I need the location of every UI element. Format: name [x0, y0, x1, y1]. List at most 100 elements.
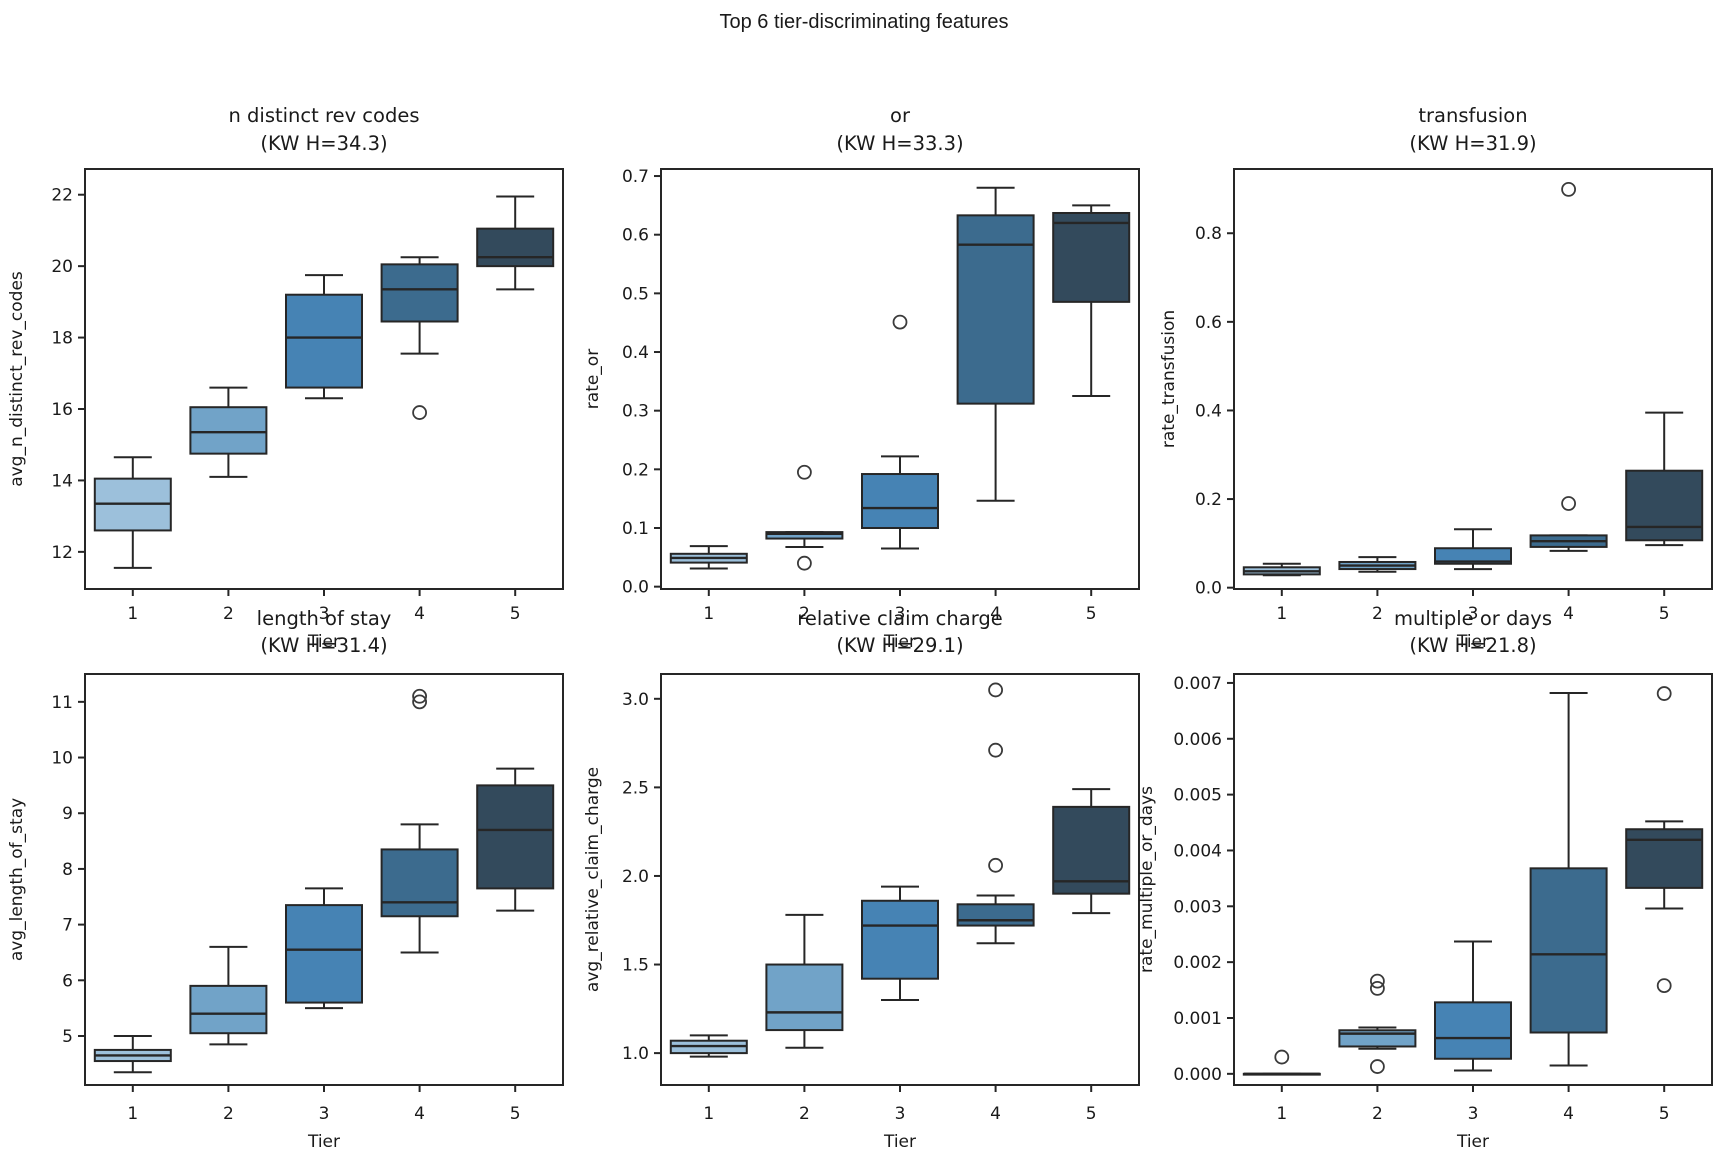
x-tick-label: 3 [319, 1104, 330, 1124]
flier-point [988, 682, 1003, 698]
box-tier-3 [1434, 528, 1512, 571]
x-tick-label: 1 [127, 1104, 138, 1124]
box-rect [861, 473, 939, 529]
y-tick-label: 0.2 [622, 460, 649, 480]
y-tick-label: 9 [62, 804, 73, 824]
x-axis-label: Tier [883, 1132, 916, 1152]
box-tier-5 [1625, 686, 1704, 994]
box-tier-1 [93, 456, 172, 569]
x-tick-label: 4 [990, 1104, 1001, 1124]
box-rect [1625, 828, 1704, 889]
box-tier-1 [1242, 1049, 1321, 1076]
flier-point [1656, 686, 1672, 701]
flier-point [412, 688, 428, 704]
y-tick-label: 0.001 [1173, 1009, 1222, 1029]
y-tick-label: 7 [62, 916, 73, 936]
box-tier-5 [476, 195, 555, 291]
y-tick-label: 0.006 [1173, 730, 1222, 750]
y-tick-label: 1.0 [622, 1044, 649, 1064]
y-tick-label: 0.8 [1195, 224, 1222, 244]
y-tick-label: 0.6 [1195, 313, 1222, 333]
box-rect [285, 293, 363, 389]
subplot-subtitle: (KW H=29.1) [836, 634, 963, 657]
y-tick-label: 0.005 [1173, 786, 1222, 806]
x-tick-label: 5 [1659, 1104, 1670, 1124]
y-tick-label: 22 [51, 186, 73, 206]
subplot-title: relative claim charge [797, 607, 1003, 630]
flier-point [1274, 1049, 1290, 1065]
x-axis-label: Tier [1456, 632, 1489, 652]
y-tick-label: 2.0 [622, 867, 649, 887]
flier-point [1561, 181, 1576, 197]
box-rect [285, 904, 363, 1004]
box-tier-2 [765, 464, 844, 571]
flier-point [1561, 496, 1576, 511]
x-tick-label: 2 [799, 604, 810, 624]
box-tier-1 [1242, 562, 1321, 577]
subplot-multiple-or-days: multiple or days (KW H=21.8) 0.000 0.001 0.0… [1137, 607, 1713, 1152]
x-tick-label: 2 [223, 604, 234, 624]
y-tick-label: 14 [51, 471, 73, 491]
x-tick-label: 2 [799, 1104, 810, 1124]
y-tick-label: 0.002 [1173, 953, 1222, 973]
y-tick-label: 8 [62, 860, 73, 880]
y-axis-label: rate_or [583, 349, 603, 409]
x-tick-label: 3 [895, 604, 906, 624]
box-tier-3 [861, 885, 939, 1001]
x-tick-label: 3 [1468, 604, 1479, 624]
box-rect [956, 214, 1035, 405]
x-tick-label: 5 [1086, 1104, 1097, 1124]
y-axis-label: avg_relative_claim_charge [583, 767, 603, 992]
subplot-title: or [890, 104, 911, 127]
y-tick-label: 0.007 [1173, 674, 1222, 694]
box-rect [1625, 469, 1704, 542]
subplot-n-distinct-rev-codes: n distinct rev codes(KW H=34.3)121416182… [7, 104, 564, 652]
y-tick-label: 0.4 [1195, 401, 1222, 421]
subplot-subtitle: (KW H=31.4) [260, 634, 387, 657]
flier-point [988, 742, 1003, 758]
box-rect [380, 263, 459, 323]
box-tier-3 [1434, 940, 1512, 1072]
box-tier-1 [93, 1034, 172, 1074]
box-tier-5 [476, 767, 555, 912]
y-tick-label: 20 [51, 257, 73, 277]
y-tick-label: 0.5 [622, 284, 649, 304]
box-rect [189, 984, 268, 1035]
x-tick-label: 5 [510, 604, 521, 624]
y-tick-label: 5 [62, 1027, 73, 1047]
y-axis-label: rate_transfusion [1159, 310, 1179, 448]
subplot-relative-claim-charge: relative claim charge (KW H=29.1) 1.0 1.5 2.… [583, 607, 1140, 1152]
x-tick-label: 1 [703, 1104, 714, 1124]
flier-point [892, 314, 908, 330]
x-axis-label: Tier [307, 632, 340, 652]
subplot-title: multiple or days [1394, 607, 1552, 630]
box-rect [956, 903, 1035, 927]
subplot-transfusion: transfusion (KW H=31.9) 0.0 0.2 0.4 0.6 0.8 1 2 3… [1159, 104, 1713, 652]
x-tick-label: 4 [1563, 1104, 1574, 1124]
box-tier-4 [380, 256, 459, 420]
box-rect [476, 227, 555, 268]
box-tier-1 [669, 1034, 748, 1058]
y-tick-label: 0.2 [1195, 490, 1222, 510]
x-tick-label: 5 [1659, 604, 1670, 624]
subplot-subtitle: (KW H=34.3) [260, 132, 387, 155]
y-tick-label: 3.0 [622, 690, 649, 710]
y-tick-label: 0.4 [622, 343, 649, 363]
y-tick-label: 0.6 [622, 226, 649, 246]
figure-title: Top 6 tier-discriminating features [719, 11, 1009, 33]
x-tick-label: 4 [414, 1104, 425, 1124]
subplot-title: transfusion [1418, 104, 1527, 127]
flier-point [412, 405, 428, 420]
flier-point [1370, 980, 1385, 996]
x-tick-label: 2 [1372, 604, 1383, 624]
subplot-title: n distinct rev codes [228, 104, 419, 127]
x-axis-label: Tier [1456, 1132, 1489, 1152]
box-tier-2 [1338, 556, 1417, 573]
flier-point [988, 857, 1003, 873]
box-rect [476, 784, 555, 890]
y-tick-label: 0.000 [1173, 1065, 1222, 1085]
y-tick-label: 1.5 [622, 956, 649, 976]
box-tier-4 [956, 682, 1035, 945]
x-tick-label: 3 [1468, 1104, 1479, 1124]
